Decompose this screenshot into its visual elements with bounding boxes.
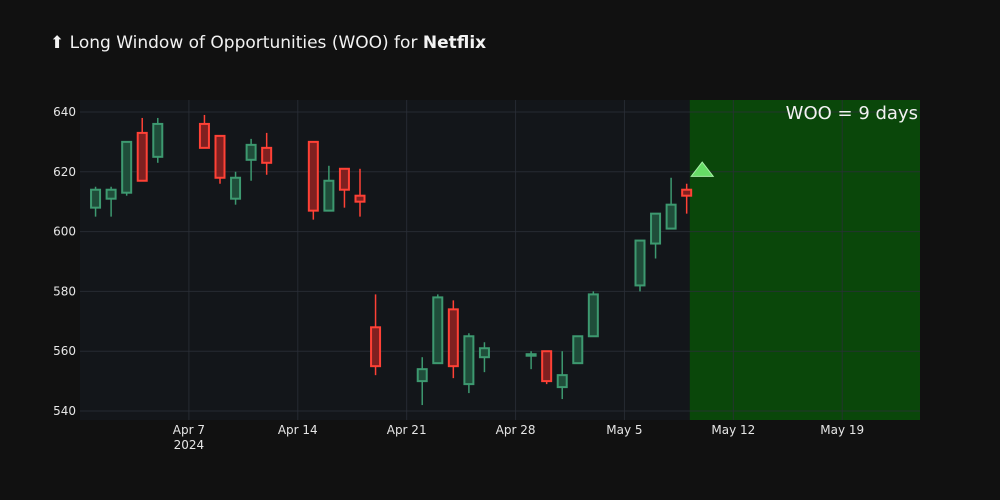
candle-increasing: [230, 171, 242, 205]
candle-body: [323, 179, 335, 212]
candle-increasing: [463, 333, 475, 394]
x-tick-label: May 12: [711, 423, 755, 437]
candle-decreasing: [338, 167, 350, 208]
candle-body: [90, 188, 102, 209]
woo-region-label: WOO = 9 days: [786, 103, 918, 124]
y-tick-label: 560: [53, 344, 76, 358]
candle-increasing: [665, 177, 677, 230]
candle-body: [307, 140, 319, 212]
candle-increasing: [105, 186, 117, 217]
candle-body: [230, 176, 242, 200]
y-tick-label: 620: [53, 165, 76, 179]
candle-body: [665, 203, 677, 230]
woo-region: [689, 100, 920, 420]
candle-body: [198, 122, 210, 149]
candle-body: [105, 188, 117, 200]
candle-increasing: [90, 186, 102, 217]
candle-body: [354, 194, 366, 203]
candle-body: [370, 326, 382, 368]
x-tick-label: Apr 28: [496, 423, 536, 437]
candle-decreasing: [354, 168, 366, 217]
candle-body: [463, 335, 475, 386]
candle-body: [478, 347, 490, 359]
candle-body: [634, 239, 646, 287]
buy-signal-triangle-icon: [690, 161, 715, 177]
x-tick-label: Apr 7: [173, 423, 205, 437]
x-tick-sublabel: 2024: [174, 438, 205, 452]
candle-increasing: [323, 165, 335, 212]
candle-body: [681, 188, 693, 197]
x-tick-label: May 5: [606, 423, 642, 437]
candle-decreasing: [541, 350, 553, 385]
candle-decreasing: [681, 183, 693, 214]
candle-decreasing: [307, 140, 319, 220]
candle-body: [261, 146, 273, 164]
candle-decreasing: [136, 117, 148, 182]
candle-body: [650, 212, 662, 245]
y-tick-label: 580: [53, 284, 76, 298]
candle-body: [152, 122, 164, 158]
candle-increasing: [121, 140, 133, 196]
candle-decreasing: [261, 132, 273, 175]
candle-increasing: [634, 239, 646, 292]
candle-body: [525, 353, 537, 357]
x-tick-label: Apr 21: [387, 423, 427, 437]
title-prefix: Long Window of Opportunities (WOO) for: [69, 33, 418, 53]
candle-increasing: [478, 342, 490, 373]
y-tick-label: 600: [53, 225, 76, 239]
candle-increasing: [587, 291, 599, 338]
candle-body: [214, 134, 226, 179]
candle-body: [136, 131, 148, 182]
candle-decreasing: [447, 300, 459, 379]
candle-increasing: [245, 138, 257, 181]
candle-body: [432, 296, 444, 365]
candle-body: [556, 374, 568, 389]
candle-decreasing: [198, 114, 210, 149]
candle-increasing: [650, 212, 662, 259]
candle-body: [338, 167, 350, 191]
y-tick-label: 540: [53, 404, 76, 418]
x-tick-label: Apr 14: [278, 423, 318, 437]
y-tick-label: 640: [53, 105, 76, 119]
candle-decreasing: [214, 134, 226, 184]
candle-increasing: [572, 335, 584, 365]
candle-body: [541, 350, 553, 383]
candle-body: [587, 293, 599, 338]
x-tick-label: May 19: [820, 423, 864, 437]
chart-title: ⬆ Long Window of Opportunities (WOO) for…: [50, 33, 486, 53]
up-arrow-icon: ⬆: [50, 33, 65, 53]
candle-increasing: [525, 351, 537, 370]
candle-increasing: [416, 357, 428, 406]
candle-body: [245, 143, 257, 161]
candle-body: [572, 335, 584, 365]
candle-body: [447, 308, 459, 368]
candle-increasing: [432, 294, 444, 365]
candle-body: [121, 140, 133, 194]
title-company: Netflix: [422, 33, 487, 53]
candle-increasing: [556, 351, 568, 400]
candle-decreasing: [370, 294, 382, 376]
candle-increasing: [152, 117, 164, 163]
candle-body: [416, 368, 428, 383]
